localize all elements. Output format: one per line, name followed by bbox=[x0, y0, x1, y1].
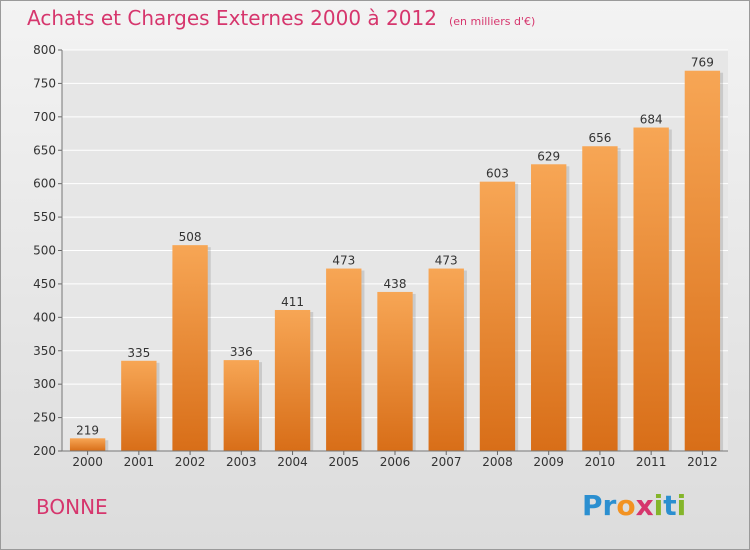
data-label: 473 bbox=[435, 254, 458, 268]
logo-letter: r bbox=[602, 489, 617, 522]
x-tick-label: 2007 bbox=[431, 455, 462, 469]
x-tick-label: 2003 bbox=[226, 455, 257, 469]
logo-letter: x bbox=[635, 489, 654, 522]
data-label: 769 bbox=[691, 56, 714, 70]
data-label: 336 bbox=[230, 345, 253, 359]
x-tick-label: 2002 bbox=[175, 455, 206, 469]
data-label: 603 bbox=[486, 167, 509, 181]
y-tick-label: 600 bbox=[33, 177, 56, 191]
y-tick-label: 250 bbox=[33, 411, 56, 425]
bar-2011 bbox=[633, 127, 669, 451]
axes: 200 250 300 350 400 450 500 550 600 650 700 750 800 2… bbox=[33, 43, 728, 469]
chart-unit: (en milliers d'€) bbox=[448, 15, 536, 28]
y-tick-label: 450 bbox=[33, 277, 56, 291]
bar-2001 bbox=[121, 360, 157, 451]
chart-title: Achats et Charges Externes 2000 à 2012 (e… bbox=[27, 6, 535, 30]
chart-title-text: Achats et Charges Externes 2000 à 2012 bbox=[27, 6, 437, 30]
y-tick-label: 500 bbox=[33, 244, 56, 258]
x-tick-label: 2012 bbox=[687, 455, 718, 469]
data-label: 473 bbox=[332, 254, 355, 268]
bar-2010 bbox=[582, 146, 618, 452]
data-labels: 219 335 508 336 411 473 438 473 603 629 656 684 769 bbox=[76, 56, 714, 438]
y-tick-label: 550 bbox=[33, 210, 56, 224]
bar-2000 bbox=[69, 438, 106, 451]
data-label: 438 bbox=[384, 277, 407, 291]
logo-letter: i bbox=[653, 489, 664, 522]
data-label: 411 bbox=[281, 295, 304, 309]
y-tick-label: 200 bbox=[33, 444, 56, 458]
x-tick-label: 2004 bbox=[277, 455, 308, 469]
logo-letter: P bbox=[582, 489, 603, 522]
y-tick-label: 750 bbox=[33, 76, 56, 90]
data-label: 335 bbox=[127, 346, 150, 360]
bar-2005 bbox=[326, 268, 362, 451]
x-tick-label: 2011 bbox=[636, 455, 667, 469]
y-tick-label: 350 bbox=[33, 344, 56, 358]
proxiti-logo: Proxiti bbox=[582, 489, 686, 522]
y-tick-label: 300 bbox=[33, 377, 56, 391]
bar-2008 bbox=[479, 181, 516, 451]
bar-2002 bbox=[172, 245, 208, 451]
data-label: 656 bbox=[588, 131, 611, 145]
y-tick-label: 650 bbox=[33, 143, 56, 157]
x-tick-label: 2005 bbox=[328, 455, 359, 469]
town-name: BONNE bbox=[36, 495, 108, 519]
logo-letter: o bbox=[616, 489, 636, 522]
logo-letter: t bbox=[663, 489, 677, 522]
x-tick-label: 2001 bbox=[124, 455, 155, 469]
y-tick-label: 700 bbox=[33, 110, 56, 124]
data-label: 508 bbox=[179, 230, 202, 244]
x-tick-label: 2006 bbox=[380, 455, 411, 469]
bar-2012 bbox=[684, 70, 721, 452]
bar-2003 bbox=[223, 360, 259, 451]
bars bbox=[69, 70, 724, 452]
data-label: 219 bbox=[76, 423, 99, 437]
data-label: 684 bbox=[640, 113, 663, 127]
data-label: 629 bbox=[537, 149, 560, 163]
x-tick-label: 2009 bbox=[533, 455, 564, 469]
y-tick-label: 400 bbox=[33, 310, 56, 324]
bar-2006 bbox=[377, 291, 413, 451]
x-tick-label: 2000 bbox=[72, 455, 103, 469]
logo-letter: i bbox=[676, 489, 687, 522]
bar-2007 bbox=[428, 268, 464, 451]
x-tick-label: 2008 bbox=[482, 455, 513, 469]
x-tick-label: 2010 bbox=[585, 455, 616, 469]
y-tick-label: 800 bbox=[33, 43, 56, 57]
bar-2004 bbox=[274, 309, 311, 451]
bar-2009 bbox=[531, 164, 567, 451]
